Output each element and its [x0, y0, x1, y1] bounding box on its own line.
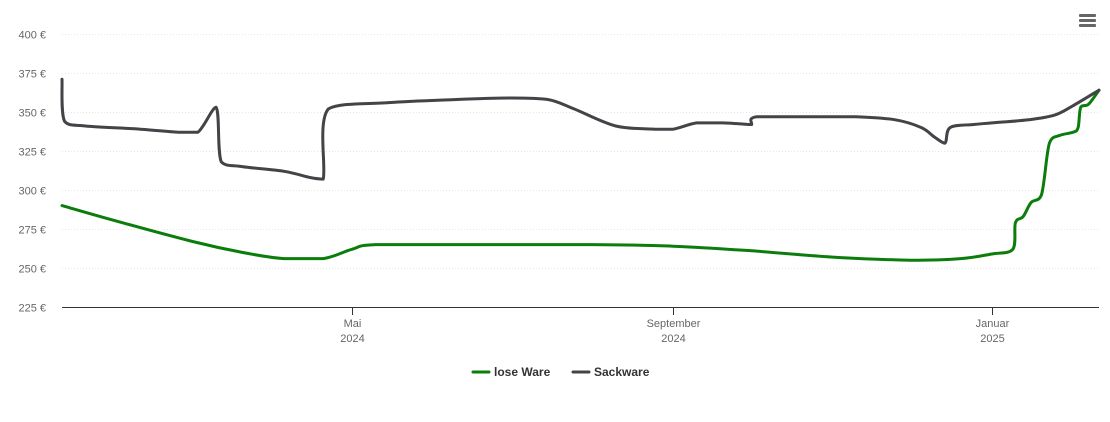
legend-label: Sackware — [594, 365, 650, 379]
y-tick-label: 350 € — [18, 108, 46, 120]
x-tick-year-label: 2025 — [980, 333, 1004, 345]
series-line-sackware — [60, 77, 1101, 181]
y-tick-label: 225 € — [18, 303, 46, 315]
grid-lines — [62, 34, 1099, 269]
legend: lose Ware Sackware — [471, 365, 650, 379]
legend-item-sackware[interactable]: Sackware — [571, 365, 650, 379]
x-tick-month-label: Mai — [344, 318, 362, 330]
legend-item-lose-ware[interactable]: lose Ware — [471, 365, 551, 379]
x-tick-month-label: September — [647, 318, 701, 330]
legend-label: lose Ware — [494, 365, 551, 379]
series-group — [60, 77, 1101, 262]
series-line-lose-ware — [60, 88, 1101, 262]
x-tick-month-label: Januar — [976, 318, 1010, 330]
x-tick-year-label: 2024 — [661, 333, 685, 345]
y-tick-label: 250 € — [18, 264, 46, 276]
y-tick-label: 325 € — [18, 147, 46, 159]
hamburger-menu-icon — [1079, 14, 1096, 27]
y-tick-label: 375 € — [18, 69, 46, 81]
y-tick-label: 275 € — [18, 225, 46, 237]
chart-menu-button[interactable] — [1076, 11, 1098, 31]
x-axis: Mai 2024 September 2024 Januar 2025 — [62, 307, 1099, 345]
x-tick-year-label: 2024 — [340, 333, 364, 345]
y-tick-label: 300 € — [18, 186, 46, 198]
y-tick-label: 400 € — [18, 30, 46, 42]
y-axis: 225 € 250 € 275 € 300 € 325 € 350 € 375 € 400 € — [18, 30, 46, 315]
